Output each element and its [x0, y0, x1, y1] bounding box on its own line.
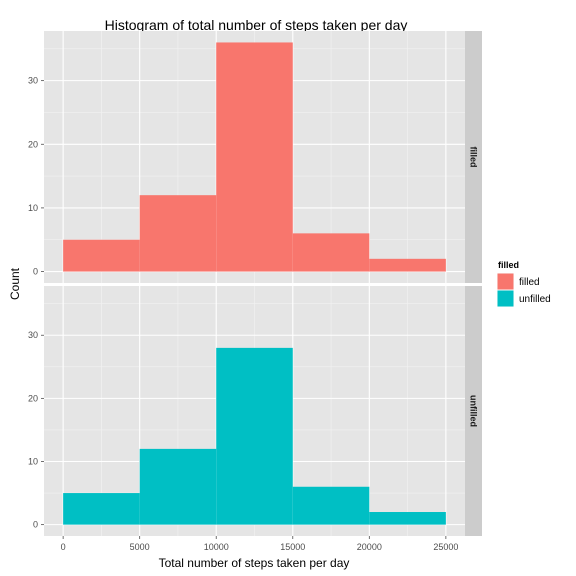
- x-tick-label: 15000: [280, 542, 305, 552]
- legend-key-swatch: [497, 290, 514, 307]
- histogram-bar: [369, 512, 446, 525]
- y-tick-label: 20: [28, 139, 38, 149]
- legend-key-swatch: [497, 273, 514, 290]
- histogram-bar: [63, 493, 140, 525]
- legend-label: filled: [519, 277, 540, 288]
- y-axis-title: Count: [8, 267, 22, 300]
- y-tick-label: 20: [28, 393, 38, 403]
- x-tick-label: 20000: [357, 542, 382, 552]
- facet-panels: 0 10 20 30 filled 0 10 20 30 unfilled 0 5000 10000 15…: [28, 31, 482, 552]
- facet-strip-label: filled: [469, 146, 479, 167]
- histogram-bar: [369, 258, 446, 272]
- x-tick-label: 10000: [204, 542, 229, 552]
- histogram-bar: [139, 195, 217, 272]
- y-tick-label: 0: [33, 267, 38, 277]
- x-tick-label: 25000: [433, 542, 458, 552]
- x-tick-label: 5000: [130, 542, 150, 552]
- y-tick-label: 30: [28, 76, 38, 86]
- histogram-bar: [63, 239, 140, 272]
- histogram-bar: [292, 486, 370, 525]
- legend-entries: filled unfilled: [496, 272, 551, 308]
- facet-strip-label: unfilled: [469, 395, 479, 427]
- histogram-bar: [216, 347, 293, 525]
- facet-strip: [465, 31, 482, 283]
- y-tick-label: 30: [28, 330, 38, 340]
- histogram-bar: [292, 233, 370, 272]
- x-tick-label: 0: [61, 542, 66, 552]
- y-tick-label: 10: [28, 457, 38, 467]
- y-tick-label: 10: [28, 203, 38, 213]
- facet-strip: [465, 286, 482, 536]
- histogram-bar: [139, 448, 217, 525]
- legend-label: unfilled: [519, 294, 551, 305]
- x-axis-title: Total number of steps taken per day: [159, 556, 350, 570]
- chart-title: Histogram of total number of steps taken…: [105, 17, 408, 33]
- legend: filled filled unfilled: [496, 260, 551, 308]
- y-tick-label: 0: [33, 520, 38, 530]
- legend-title: filled: [498, 260, 519, 270]
- facet-panel-filled: 0 10 20 30 filled: [28, 31, 482, 283]
- histogram-bar: [216, 42, 293, 272]
- facet-panel-unfilled: 0 10 20 30 unfilled: [28, 286, 482, 536]
